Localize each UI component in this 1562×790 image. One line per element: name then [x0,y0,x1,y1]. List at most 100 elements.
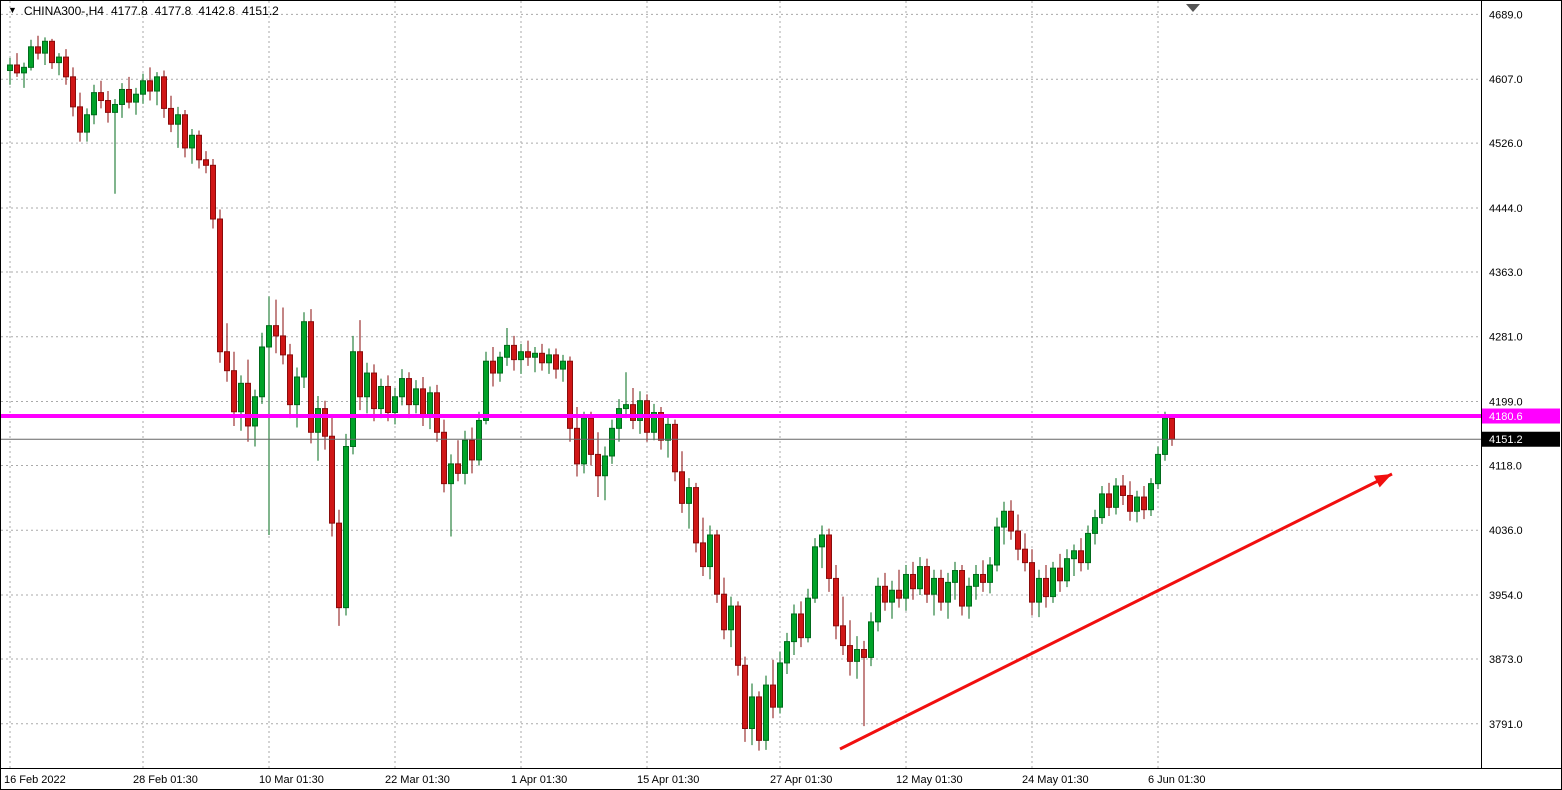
hline-price-label-text: 4180.6 [1489,411,1523,423]
ohlc-high: 4177.8 [154,4,192,18]
candle-down [196,134,202,161]
price-tick-label: 3873.0 [1489,654,1523,666]
candle-down [203,159,209,166]
candle-up [154,76,160,92]
price-tick-label: 4689.0 [1489,9,1523,21]
candle-up [1064,558,1070,582]
candle-down [574,427,580,465]
price-tick-label: 4036.0 [1489,525,1523,537]
candle-down [126,88,132,103]
candle-up [1155,453,1161,485]
candle-up [1001,510,1007,528]
candle-up [1092,517,1098,534]
candle-up [112,103,118,113]
ohlc-low: 4142.8 [198,4,236,18]
candle-up [497,356,503,374]
candle-down [525,351,531,358]
candle-up [728,605,734,631]
candle-down [658,412,664,441]
candle-up [917,566,923,590]
candle-down [721,593,727,631]
candle-up [119,88,125,105]
candle-down [672,423,678,473]
candle-down [77,106,83,133]
ohlc-close: 4151.2 [242,4,279,18]
price-tick-label: 4118.0 [1489,460,1522,472]
candle-down [273,325,279,337]
price-tick-label: 4281.0 [1489,332,1523,344]
candle-up [350,351,356,448]
candle-down [182,114,188,149]
time-tick-label: 27 Apr 01:30 [770,774,832,786]
candle-down [959,570,965,607]
candle-up [315,408,321,433]
candle-down [1022,548,1028,564]
candle-down [147,80,153,92]
candle-down [224,351,230,372]
candle-down [322,408,328,437]
candle-down [371,372,377,410]
candle-up [427,392,433,417]
candle-up [637,400,643,421]
candle-up [21,66,27,74]
price-axis[interactable] [1481,0,1562,768]
scroll-to-end-marker-icon[interactable] [1186,4,1200,12]
candle-up [784,641,790,664]
time-tick-label: 6 Jun 01:30 [1148,774,1206,786]
candle-up [483,360,489,421]
candle-down [469,439,475,461]
candle-down [245,382,251,427]
candle-down [1106,493,1112,508]
candle-up [945,581,951,603]
candle-down [105,100,111,113]
candle-up [413,388,419,406]
candle-up [392,396,398,414]
candle-up [994,526,1000,566]
candle-down [217,218,223,353]
candle-up [987,564,993,583]
candle-down [770,684,776,708]
candle-down [826,534,832,579]
candle-up [581,417,587,465]
candle-down [511,344,517,361]
candle-up [665,423,671,441]
candle-down [1120,485,1126,496]
candle-up [616,408,622,429]
candle-up [84,114,90,133]
candle-down [630,404,636,421]
candle-up [686,487,692,504]
candle-down [1141,496,1147,511]
candle-up [952,570,958,583]
symbol-marker-icon: ▼ [8,4,17,15]
price-tick-label: 4607.0 [1489,74,1523,86]
candle-down [539,352,545,364]
candle-down [336,522,342,609]
candle-down [1015,530,1021,550]
candle-up [259,346,265,398]
candle-down [490,360,496,374]
candle-down [434,392,440,433]
candle-up [889,589,895,603]
candle-up [1036,577,1042,603]
candle-down [161,76,167,109]
candle-up [378,385,384,410]
current-price-label-text: 4151.2 [1489,434,1523,446]
time-tick-label: 16 Feb 2022 [4,774,66,786]
trend-arrow-object[interactable] [839,472,1393,751]
candle-up [364,372,370,398]
candle-up [1148,483,1154,511]
candle-down [910,573,916,590]
candle-down [700,542,706,568]
candle-up [749,696,755,730]
candle-up [399,378,405,398]
candle-up [868,621,874,658]
candle-up [462,439,468,474]
time-tick-label: 10 Mar 01:30 [259,774,324,786]
symbol-timeframe: CHINA300-,H4 [23,4,104,18]
candle-up [91,92,97,116]
candle-down [287,354,293,406]
candle-down [1169,417,1175,440]
time-tick-label: 22 Mar 01:30 [385,774,450,786]
trend-arrow-head[interactable] [1373,474,1392,488]
